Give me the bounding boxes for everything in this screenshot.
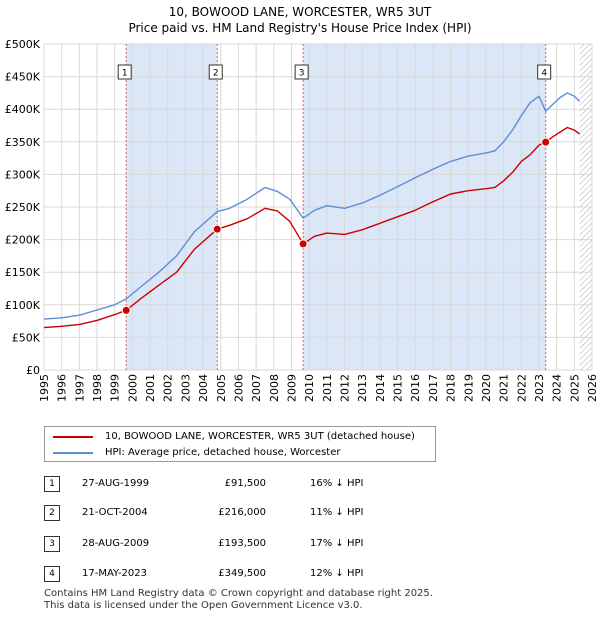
transaction-price: £193,500 (218, 538, 266, 549)
x-tick-label: 2024 (551, 374, 564, 402)
x-tick-label: 1997 (73, 374, 86, 402)
table-row: 4 17-MAY-2023 £349,500 12% ↓ HPI (0, 564, 600, 584)
legend-label-property: 10, BOWOOD LANE, WORCESTER, WR5 3UT (det… (105, 431, 415, 442)
x-tick-label: 2006 (233, 374, 246, 402)
transaction-price: £91,500 (224, 478, 266, 489)
hpi-line (43, 92, 581, 320)
x-tick-label: 2005 (215, 374, 228, 402)
x-tick-label: 2002 (162, 374, 175, 402)
x-tick-label: 2015 (392, 374, 405, 402)
chart-legend: 10, BOWOOD LANE, WORCESTER, WR5 3UT (det… (44, 426, 436, 462)
y-tick-label: £450K (5, 71, 41, 84)
x-tick-label: 2008 (268, 374, 281, 402)
x-tick-label: 2010 (303, 374, 316, 402)
transaction-date: 21-OCT-2004 (82, 507, 148, 518)
legend-swatch-hpi (53, 452, 93, 454)
sale-number-box (294, 64, 309, 80)
x-tick-label: 2016 (409, 374, 422, 402)
sale-point (212, 224, 222, 234)
x-tick-label: 2026 (586, 374, 599, 402)
x-tick-label: 2001 (144, 374, 157, 402)
x-tick-label: 2017 (427, 374, 440, 402)
y-tick-label: £0 (26, 364, 40, 377)
x-tick-label: 2007 (250, 374, 263, 402)
legend-swatch-property (53, 436, 93, 438)
transaction-hpi-diff: 17% ↓ HPI (310, 538, 364, 549)
transaction-date: 28-AUG-2009 (82, 538, 150, 549)
x-tick-label: 2019 (462, 374, 475, 402)
chart-title: 10, BOWOOD LANE, WORCESTER, WR5 3UT (168, 5, 432, 19)
x-tick-label: 1999 (109, 374, 122, 402)
y-tick-label: £150K (5, 266, 41, 279)
transaction-hpi-diff: 12% ↓ HPI (310, 568, 364, 579)
x-tick-label: 2022 (515, 374, 528, 402)
y-tick-label: £500K (5, 38, 41, 51)
x-tick-label: 2004 (197, 374, 210, 402)
transaction-hpi-diff: 11% ↓ HPI (310, 507, 364, 518)
price-chart: 1 2 3 4 £0 £50K £100K £150K £200K £250K £300K £350… (5, 38, 599, 402)
transaction-number: 2 (44, 505, 60, 521)
legend-label-hpi: HPI: Average price, detached house, Worc… (105, 447, 341, 458)
x-tick-label: 2011 (321, 374, 334, 402)
y-tick-label: £300K (5, 168, 41, 181)
x-tick-label: 2023 (533, 374, 546, 402)
transaction-date: 17-MAY-2023 (82, 568, 148, 579)
x-tick-label: 2003 (179, 374, 192, 402)
x-tick-label: 2014 (374, 374, 387, 402)
x-tick-label: 2018 (445, 374, 458, 402)
property-price-line (43, 126, 581, 329)
sale-number-label: 4 (541, 69, 547, 79)
sale-number-label: 2 (213, 69, 219, 79)
x-tick-label: 2020 (480, 374, 493, 402)
transaction-price: £216,000 (218, 507, 266, 518)
sale-point (298, 239, 308, 249)
legend-entry-property: 10, BOWOOD LANE, WORCESTER, WR5 3UT (det… (53, 429, 415, 445)
chart-subtitle: Price paid vs. HM Land Registry's House … (128, 21, 472, 35)
y-tick-label: £200K (5, 234, 41, 247)
x-tick-label: 1996 (56, 374, 69, 402)
transaction-number: 3 (44, 536, 60, 552)
x-tick-label: 1998 (91, 374, 104, 402)
sale-point (121, 305, 131, 315)
x-tick-label: 2013 (356, 374, 369, 402)
footer-line-1: Contains HM Land Registry data © Crown c… (44, 588, 433, 599)
transaction-number: 4 (44, 566, 60, 582)
x-tick-label: 2025 (568, 374, 581, 402)
footer-line-2: This data is licensed under the Open Gov… (44, 600, 363, 611)
x-tick-label: 2000 (126, 374, 139, 402)
y-tick-label: £100K (5, 299, 41, 312)
sale-number-box (208, 64, 223, 80)
sale-number-label: 1 (122, 69, 128, 79)
x-tick-label: 2021 (498, 374, 511, 402)
transaction-number: 1 (44, 476, 60, 492)
legend-entry-hpi: HPI: Average price, detached house, Worc… (53, 445, 340, 461)
x-tick-label: 2012 (339, 374, 352, 402)
sale-number-box (537, 64, 552, 80)
transaction-date: 27-AUG-1999 (82, 478, 150, 489)
sale-number-label: 3 (299, 69, 305, 79)
sale-point (541, 137, 551, 147)
table-row: 1 27-AUG-1999 £91,500 16% ↓ HPI (0, 474, 600, 494)
sale-number-box (117, 64, 132, 80)
transaction-hpi-diff: 16% ↓ HPI (310, 478, 364, 489)
y-tick-label: £400K (5, 103, 41, 116)
footer-notice: Contains HM Land Registry data © Crown c… (44, 588, 433, 612)
x-tick-label: 1995 (38, 374, 51, 402)
table-row: 2 21-OCT-2004 £216,000 11% ↓ HPI (0, 503, 600, 523)
y-tick-label: £250K (5, 201, 41, 214)
y-tick-label: £50K (12, 331, 41, 344)
table-row: 3 28-AUG-2009 £193,500 17% ↓ HPI (0, 534, 600, 554)
y-tick-label: £350K (5, 136, 41, 149)
x-tick-label: 2009 (286, 374, 299, 402)
transaction-price: £349,500 (218, 568, 266, 579)
